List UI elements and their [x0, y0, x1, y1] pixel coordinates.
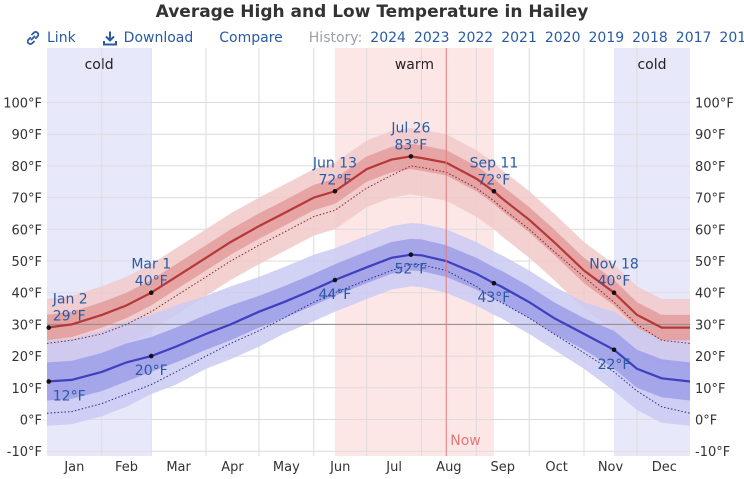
annotation-dot: [46, 325, 52, 330]
y-tick-label-right: 30°F: [695, 318, 726, 333]
y-tick-label-right: 50°F: [695, 255, 726, 270]
annotation-date-label: Sep 11: [470, 155, 519, 171]
now-label: Now: [450, 433, 481, 449]
low-dotted-line: [46, 263, 691, 414]
y-tick-label-right: 20°F: [695, 350, 726, 365]
link-icon: [26, 31, 40, 45]
link-button[interactable]: Link: [25, 30, 76, 46]
x-tick-label: Sep: [490, 460, 515, 475]
history-year-2019[interactable]: 2019: [588, 30, 625, 46]
x-tick-label: Jan: [63, 460, 84, 475]
annotation-dot: [332, 277, 338, 283]
x-tick-label: Feb: [115, 460, 138, 475]
history-label: History:: [308, 30, 363, 46]
x-tick-label: Oct: [545, 460, 567, 475]
y-tick-label-right: 90°F: [695, 128, 726, 143]
download-button[interactable]: Download: [102, 30, 194, 46]
x-tick-label: Dec: [652, 460, 677, 475]
annotation-date-label: Mar 1: [131, 257, 171, 273]
y-tick-label-left: 50°F: [11, 255, 42, 270]
x-tick-label: Jul: [385, 460, 402, 475]
low-band-inner: [47, 238, 690, 401]
compare-button[interactable]: Compare: [219, 30, 283, 46]
y-tick-label-left: 20°F: [11, 350, 42, 365]
y-tick-label-left: 40°F: [11, 287, 42, 302]
low-band-outer: [47, 223, 690, 426]
history-year-2018[interactable]: 2018: [632, 30, 668, 46]
season-label-warm: warm: [395, 57, 434, 73]
y-tick-label-left: 60°F: [11, 223, 42, 238]
annotation-dot: [148, 290, 154, 296]
chart-title: Average High and Low Temperature in Hail…: [155, 2, 589, 22]
y-tick-label-left: 0°F: [20, 414, 42, 429]
annotation-dot: [491, 280, 497, 286]
y-tick-label-right: 80°F: [695, 160, 726, 175]
annotation-dot: [408, 154, 414, 159]
annotation-value-label: 72°F: [477, 172, 510, 188]
high-band-inner: [47, 143, 690, 341]
annotation-value-label: 40°F: [598, 274, 631, 290]
annotation-value-label: 22°F: [598, 357, 631, 373]
annotation-date-label: Jun 13: [312, 155, 357, 171]
y-tick-label-left: 70°F: [11, 192, 42, 207]
history-year-2023[interactable]: 2023: [413, 30, 450, 46]
season-label-cold: cold: [637, 57, 666, 73]
annotation-date-label: Jul 26: [390, 120, 430, 136]
annotation-value-label: 72°F: [318, 172, 351, 188]
annotation-date-label: Nov 18: [589, 257, 639, 273]
annotation-dot: [611, 347, 617, 353]
annotation-value-label: 52°F: [394, 262, 427, 278]
high-dotted-line: [46, 165, 691, 344]
x-tick-label: Jun: [329, 460, 350, 475]
x-tick-label: Mar: [166, 460, 191, 475]
x-tick-label: Nov: [598, 460, 624, 475]
y-tick-label-left: 30°F: [11, 318, 42, 333]
y-tick-label-left: 100°F: [3, 97, 42, 112]
y-tick-label-right: 10°F: [695, 382, 726, 397]
download-label: Download: [123, 30, 194, 46]
annotation-value-label: 43°F: [477, 290, 510, 306]
toolbar: Link Download Compare History: 2024 2023 2…: [25, 27, 744, 49]
series-line-high: [46, 155, 690, 329]
link-label: Link: [47, 30, 76, 46]
annotation-dot: [408, 252, 414, 257]
annotation-dot: [611, 290, 617, 296]
history-year-2020[interactable]: 2020: [544, 30, 581, 46]
annotation-dot: [491, 188, 497, 194]
annotation-value-label: 12°F: [53, 388, 86, 404]
annotation-date-label: Jan 2: [52, 292, 88, 308]
history-year-2024[interactable]: 2024: [370, 30, 406, 46]
annotation-dot: [332, 188, 338, 194]
annotation-value-label: 40°F: [135, 274, 168, 290]
annotation-value-label: 29°F: [53, 309, 86, 325]
x-tick-label: Aug: [436, 460, 461, 475]
x-tick-label: Apr: [221, 460, 244, 475]
y-tick-label-left: -10°F: [7, 445, 42, 460]
history-year-2022[interactable]: 2022: [457, 30, 494, 46]
annotation-dot: [148, 353, 154, 359]
annotation-value-label: 44°F: [318, 287, 351, 303]
y-tick-label-right: 60°F: [695, 223, 726, 238]
history-year-2021[interactable]: 2021: [501, 30, 537, 46]
y-tick-label-left: 10°F: [11, 382, 42, 397]
y-tick-label-right: 70°F: [695, 192, 726, 207]
annotation-dot: [46, 379, 52, 384]
annotation-value-label: 20°F: [135, 363, 168, 379]
y-tick-label-left: 90°F: [11, 128, 42, 143]
x-tick-label: May: [273, 460, 300, 475]
y-tick-label-right: -10°F: [695, 445, 730, 460]
history-years: 2024 2023 2022 2021 2020 2019 2018 2017 2016: [370, 30, 744, 46]
annotation-value-label: 83°F: [394, 137, 427, 153]
y-tick-label-right: 0°F: [695, 414, 717, 429]
history-year-2016[interactable]: 2016: [719, 30, 744, 46]
series-line-low: [46, 253, 691, 383]
history-year-2017[interactable]: 2017: [675, 30, 712, 46]
y-tick-label-right: 40°F: [695, 287, 726, 302]
download-icon: [102, 31, 117, 46]
y-tick-label-right: 100°F: [695, 97, 734, 112]
y-tick-label-left: 80°F: [11, 160, 42, 175]
season-label-cold: cold: [85, 57, 114, 73]
